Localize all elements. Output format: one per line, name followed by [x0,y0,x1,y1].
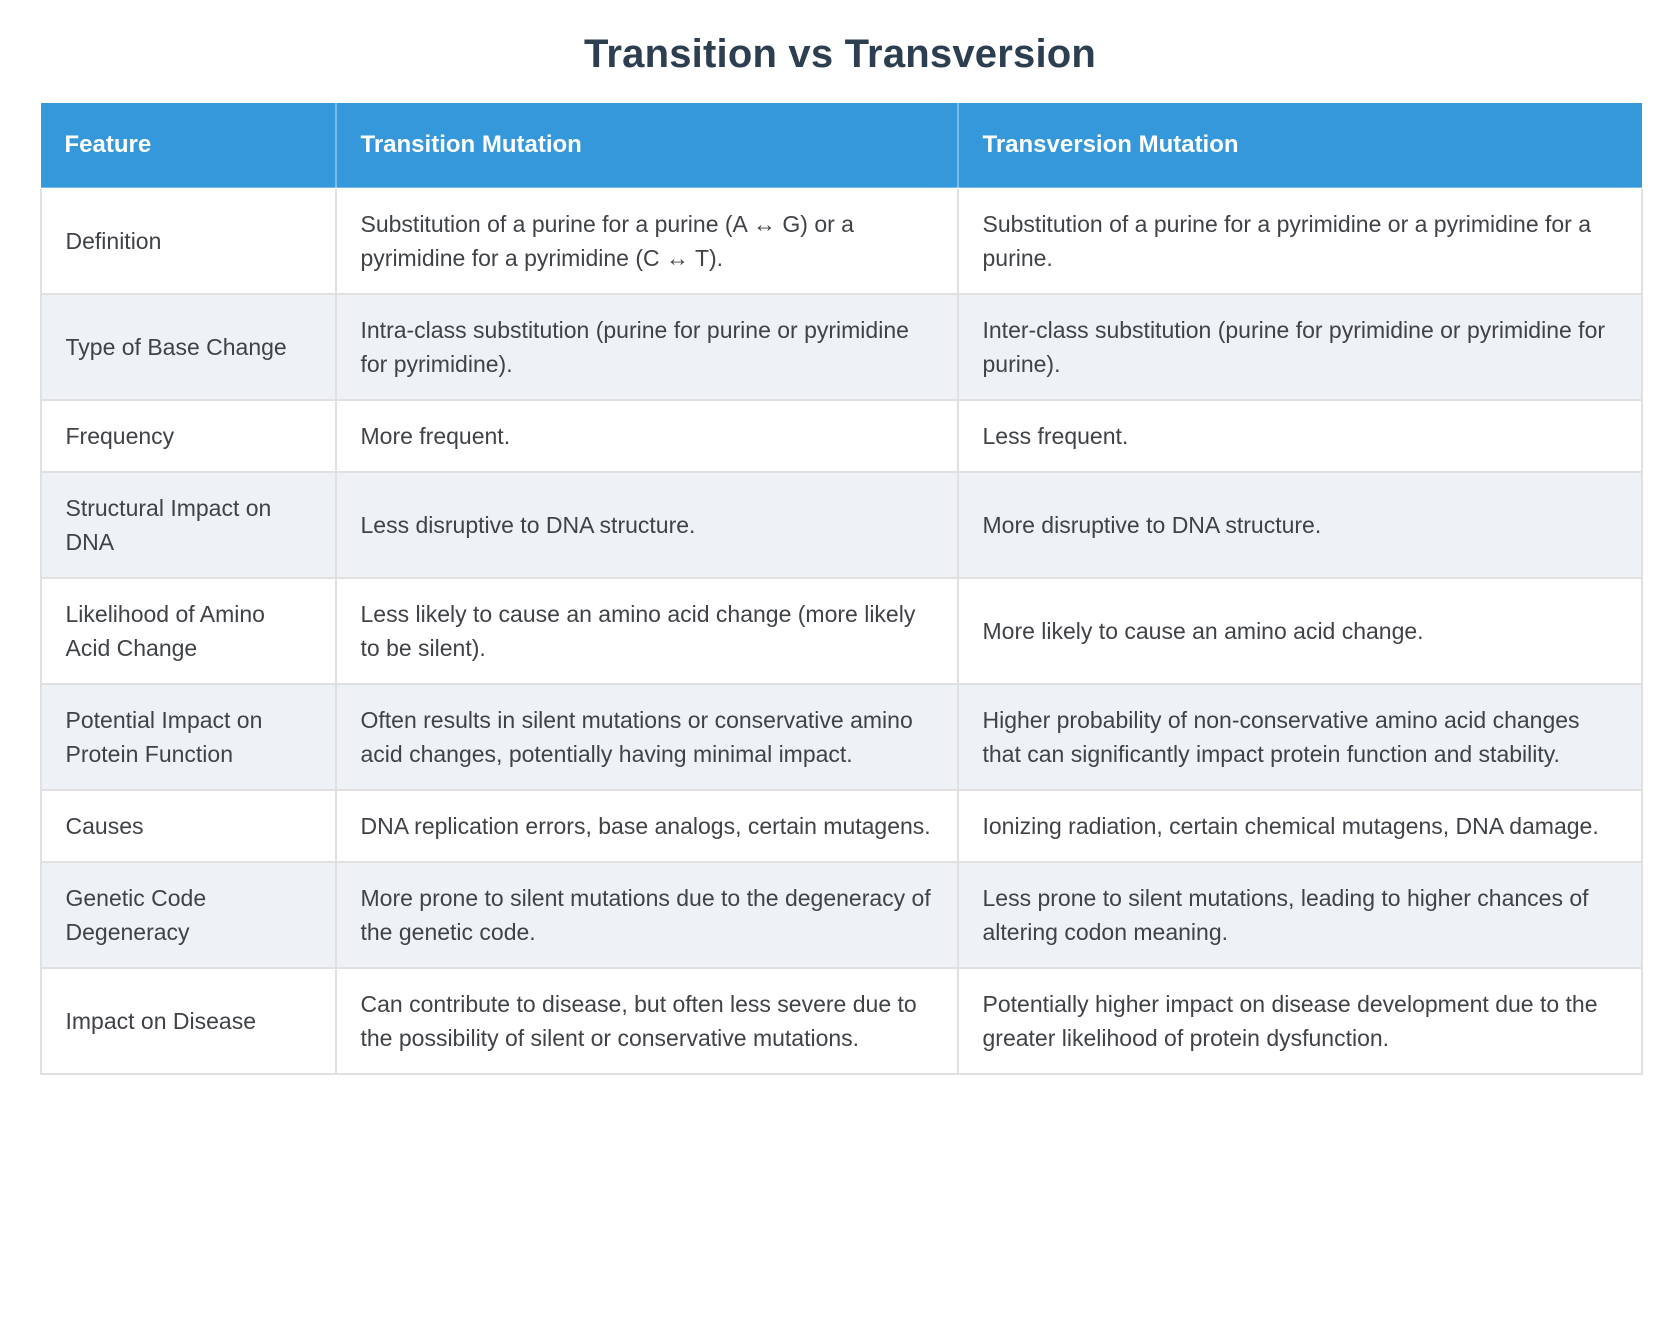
feature-cell: Definition [39,187,337,295]
feature-cell: Type of Base Change [39,293,337,401]
transversion-cell: Potentially higher impact on disease dev… [956,967,1643,1075]
table-row: Causes DNA replication errors, base anal… [39,789,1643,863]
transversion-cell: More likely to cause an amino acid chang… [956,577,1643,685]
table-row: Potential Impact on Protein Function Oft… [39,683,1643,791]
comparison-table: Feature Transition Mutation Transversion… [39,103,1643,1075]
feature-cell: Structural Impact on DNA [39,471,337,579]
feature-cell: Likelihood of Amino Acid Change [39,577,337,685]
transition-cell: Often results in silent mutations or con… [334,683,959,791]
column-header-transition: Transition Mutation [334,103,959,189]
transversion-cell: Less prone to silent mutations, leading … [956,861,1643,969]
transition-cell: Less likely to cause an amino acid chang… [334,577,959,685]
page-title: Transition vs Transversion [583,32,1097,76]
transition-cell: Substitution of a purine for a purine (A… [334,187,959,295]
table-row: Likelihood of Amino Acid Change Less lik… [39,577,1643,685]
feature-cell: Impact on Disease [39,967,337,1075]
table-row: Structural Impact on DNA Less disruptive… [39,471,1643,579]
feature-cell: Causes [39,789,337,863]
feature-cell: Genetic Code Degeneracy [39,861,337,969]
feature-cell: Potential Impact on Protein Function [39,683,337,791]
column-header-feature: Feature [40,103,337,189]
transition-cell: DNA replication errors, base analogs, ce… [334,789,959,863]
table-row: Frequency More frequent. Less frequent. [39,399,1643,473]
transversion-cell: Inter-class substitution (purine for pyr… [956,293,1643,401]
transition-cell: Less disruptive to DNA structure. [334,471,959,579]
table-row: Type of Base Change Intra-class substitu… [39,293,1643,401]
table-row: Definition Substitution of a purine for … [39,187,1643,295]
transversion-cell: Higher probability of non-conservative a… [956,683,1643,791]
transition-cell: Can contribute to disease, but often les… [334,967,959,1075]
transition-cell: Intra-class substitution (purine for pur… [334,293,959,401]
transversion-cell: Less frequent. [956,399,1643,473]
table-row: Genetic Code Degeneracy More prone to si… [39,861,1643,969]
table-header-row: Feature Transition Mutation Transversion… [40,103,1642,189]
table-row: Impact on Disease Can contribute to dise… [39,967,1643,1075]
transversion-cell: Substitution of a purine for a pyrimidin… [956,187,1643,295]
transition-cell: More prone to silent mutations due to th… [334,861,959,969]
transition-cell: More frequent. [334,399,959,473]
page-container: Transition vs Transversion Feature Trans… [39,32,1643,1075]
column-header-transversion: Transversion Mutation [956,103,1642,189]
feature-cell: Frequency [39,399,337,473]
transversion-cell: More disruptive to DNA structure. [956,471,1643,579]
transversion-cell: Ionizing radiation, certain chemical mut… [956,789,1643,863]
